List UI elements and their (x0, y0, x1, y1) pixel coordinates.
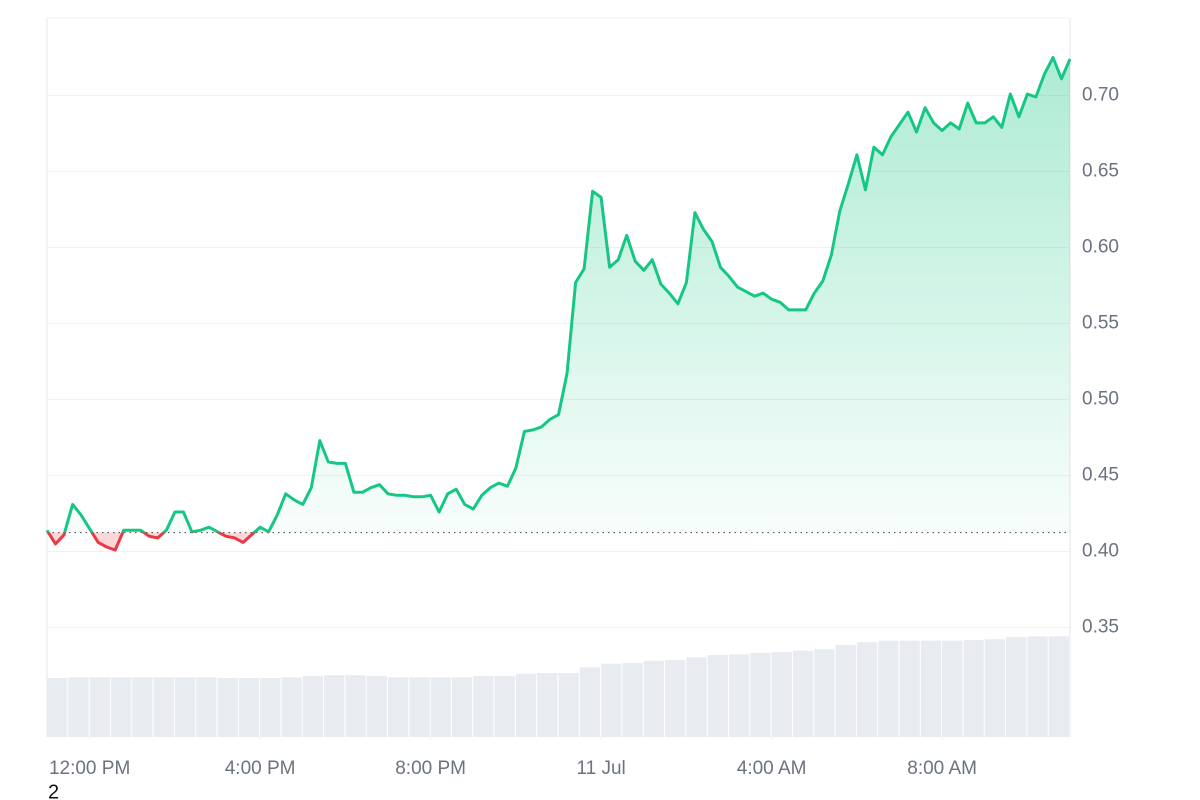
volume-bar (451, 677, 473, 737)
volume-bar (750, 652, 771, 737)
y-tick-label: 0.45 (1082, 465, 1119, 486)
volume-bar (792, 650, 814, 737)
volume-bar (260, 678, 281, 737)
y-tick-label: 0.65 (1082, 161, 1119, 182)
y-tick-label: 0.35 (1082, 617, 1119, 638)
volume-bar (579, 667, 601, 737)
volume-bar (110, 677, 132, 737)
x-tick-label: 12:00 PM (49, 758, 130, 779)
volume-bar (302, 675, 324, 737)
annotation: 2 (48, 781, 59, 800)
volume-bar (238, 678, 260, 737)
volume-bar (430, 677, 451, 737)
volume-bar (665, 660, 686, 737)
volume-bar (153, 677, 174, 737)
volume-bar (345, 675, 366, 737)
y-tick-label: 0.70 (1082, 85, 1119, 106)
volume-bar (558, 673, 579, 737)
volume-bar (366, 675, 387, 737)
volume-bar (814, 649, 835, 737)
volume-bar (1048, 636, 1069, 737)
volume-bar (686, 657, 707, 737)
volume-bar (963, 639, 984, 737)
volume-bar (132, 677, 153, 737)
volume-bar (835, 644, 856, 737)
x-tick-label: 8:00 AM (907, 758, 977, 779)
volume-bar (920, 640, 942, 737)
volume-bar (942, 640, 963, 737)
volume-bar (856, 642, 878, 737)
volume-bar (515, 673, 537, 737)
volume-bar (388, 677, 409, 737)
volume-bar (89, 677, 110, 737)
area (47, 57, 1070, 550)
volume-bar (537, 673, 558, 737)
y-tick-label: 0.60 (1082, 237, 1119, 258)
volume-bar (196, 677, 217, 737)
volume-bar (174, 677, 196, 737)
volume-bar (878, 640, 899, 737)
volume-bar (729, 654, 750, 737)
volume-bar (771, 652, 792, 737)
volume-bar (47, 678, 68, 737)
volume-bar (899, 640, 920, 737)
volume-bar (1027, 636, 1048, 737)
y-tick-label: 0.40 (1082, 541, 1119, 562)
volume-bar (409, 677, 430, 737)
volume-bar (1006, 637, 1027, 737)
volume-bar (281, 677, 302, 737)
volume-bar (68, 677, 89, 737)
x-tick-label: 8:00 PM (395, 758, 466, 779)
x-tick-label: 4:00 AM (737, 758, 807, 779)
volume-bar (643, 660, 665, 737)
price-line (45, 56, 1072, 552)
volume-bar (601, 663, 622, 737)
volume-bar (622, 662, 643, 737)
x-tick-label: 4:00 PM (225, 758, 296, 779)
y-tick-label: 0.50 (1082, 389, 1119, 410)
volume-bar (707, 655, 728, 737)
y-tick-label: 0.55 (1082, 313, 1119, 334)
volume-bar (324, 675, 345, 737)
volume-bar (494, 675, 515, 737)
volume-bar (473, 675, 494, 737)
x-tick-label: 11 Jul (576, 758, 625, 779)
volume-bar (984, 639, 1006, 737)
volume-bar (217, 678, 238, 737)
